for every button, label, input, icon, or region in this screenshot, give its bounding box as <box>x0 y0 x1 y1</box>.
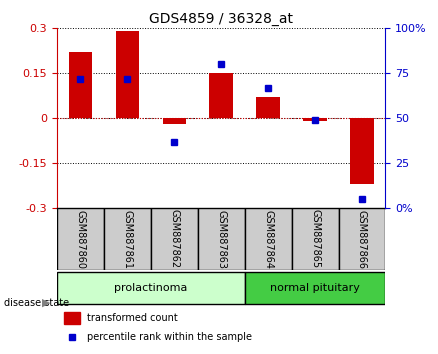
Text: GSM887860: GSM887860 <box>75 210 85 268</box>
Text: GSM887864: GSM887864 <box>263 210 273 268</box>
Bar <box>256 97 280 118</box>
Text: transformed count: transformed count <box>86 313 177 323</box>
Title: GDS4859 / 36328_at: GDS4859 / 36328_at <box>149 12 293 26</box>
Text: GSM887866: GSM887866 <box>357 210 367 268</box>
Bar <box>209 73 233 118</box>
Bar <box>64 312 80 324</box>
FancyBboxPatch shape <box>339 208 385 270</box>
Text: ▶: ▶ <box>42 298 50 308</box>
FancyBboxPatch shape <box>151 208 198 270</box>
FancyBboxPatch shape <box>245 272 385 304</box>
Bar <box>116 31 139 118</box>
FancyBboxPatch shape <box>104 208 151 270</box>
Text: prolactinoma: prolactinoma <box>114 283 187 293</box>
Bar <box>162 118 186 124</box>
FancyBboxPatch shape <box>198 208 245 270</box>
Text: percentile rank within the sample: percentile rank within the sample <box>86 332 251 342</box>
Text: disease state: disease state <box>4 298 70 308</box>
Bar <box>350 118 374 184</box>
Text: GSM887863: GSM887863 <box>216 210 226 268</box>
Text: GSM887861: GSM887861 <box>122 210 132 268</box>
Text: GSM887865: GSM887865 <box>310 210 320 269</box>
Text: GSM887862: GSM887862 <box>169 210 179 269</box>
Bar <box>303 118 327 121</box>
Text: normal pituitary: normal pituitary <box>270 283 360 293</box>
FancyBboxPatch shape <box>245 208 292 270</box>
FancyBboxPatch shape <box>292 208 339 270</box>
FancyBboxPatch shape <box>57 272 245 304</box>
FancyBboxPatch shape <box>57 208 104 270</box>
Bar <box>69 52 92 118</box>
